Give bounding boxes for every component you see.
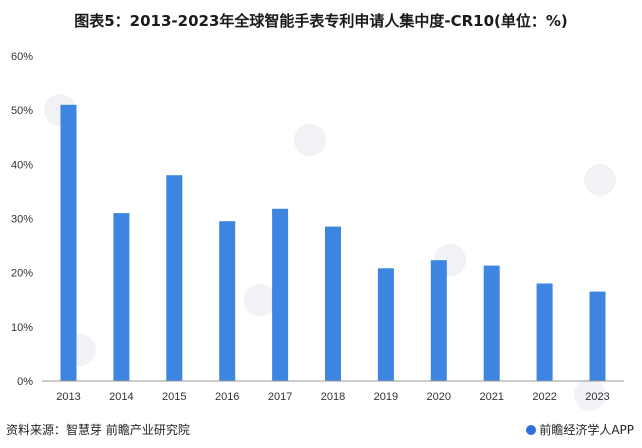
x-tick-label: 2020 — [427, 391, 451, 403]
y-tick-label: 0% — [17, 376, 33, 388]
x-tick-label: 2017 — [268, 391, 292, 403]
bar — [377, 268, 394, 381]
x-tick-label: 2023 — [585, 391, 609, 403]
x-tick-label: 2022 — [532, 391, 556, 403]
bar — [272, 208, 289, 382]
y-axis: 0% 10% 20% 30% 40% 50% 60% — [11, 51, 33, 388]
x-tick-label: 2021 — [479, 391, 503, 403]
x-tick-label: 2014 — [109, 391, 133, 403]
source-note: 资料来源：智慧芽 前瞻产业研究院 — [6, 423, 190, 437]
bar — [166, 175, 183, 381]
bar — [536, 283, 553, 381]
x-tick-label: 2013 — [56, 391, 80, 403]
brand-logo-icon — [526, 425, 537, 435]
x-tick-label: 2018 — [321, 391, 345, 403]
x-tick-label: 2015 — [162, 391, 186, 403]
brand-label: 前瞻经济学人APP — [526, 421, 634, 438]
bar — [113, 213, 130, 381]
bar-series — [60, 104, 606, 382]
bar — [589, 291, 606, 381]
brand-text: 前瞻经济学人APP — [539, 423, 634, 437]
x-axis: 2013 2014 2015 2016 2017 2018 2019 2020 2021 2022… — [56, 391, 609, 403]
y-tick-label: 50% — [11, 105, 33, 117]
watermark-mark — [584, 164, 616, 196]
y-tick-label: 20% — [11, 268, 33, 280]
bar — [325, 226, 341, 381]
y-tick-label: 10% — [11, 322, 33, 334]
watermark-mark — [244, 284, 276, 316]
x-tick-label: 2016 — [215, 391, 239, 403]
bar — [430, 260, 447, 381]
y-tick-label: 30% — [11, 214, 33, 226]
watermark-mark — [574, 379, 606, 411]
bar — [219, 221, 236, 381]
y-tick-label: 40% — [11, 159, 33, 171]
chart-title: 图表5：2013-2023年全球智能手表专利申请人集中度-CR10(单位：%) — [74, 12, 568, 30]
x-tick-label: 2019 — [374, 391, 398, 403]
y-tick-label: 60% — [11, 51, 33, 63]
watermark-mark — [294, 124, 326, 156]
bar — [483, 265, 500, 381]
bar — [60, 104, 77, 382]
watermark-group — [44, 94, 616, 411]
